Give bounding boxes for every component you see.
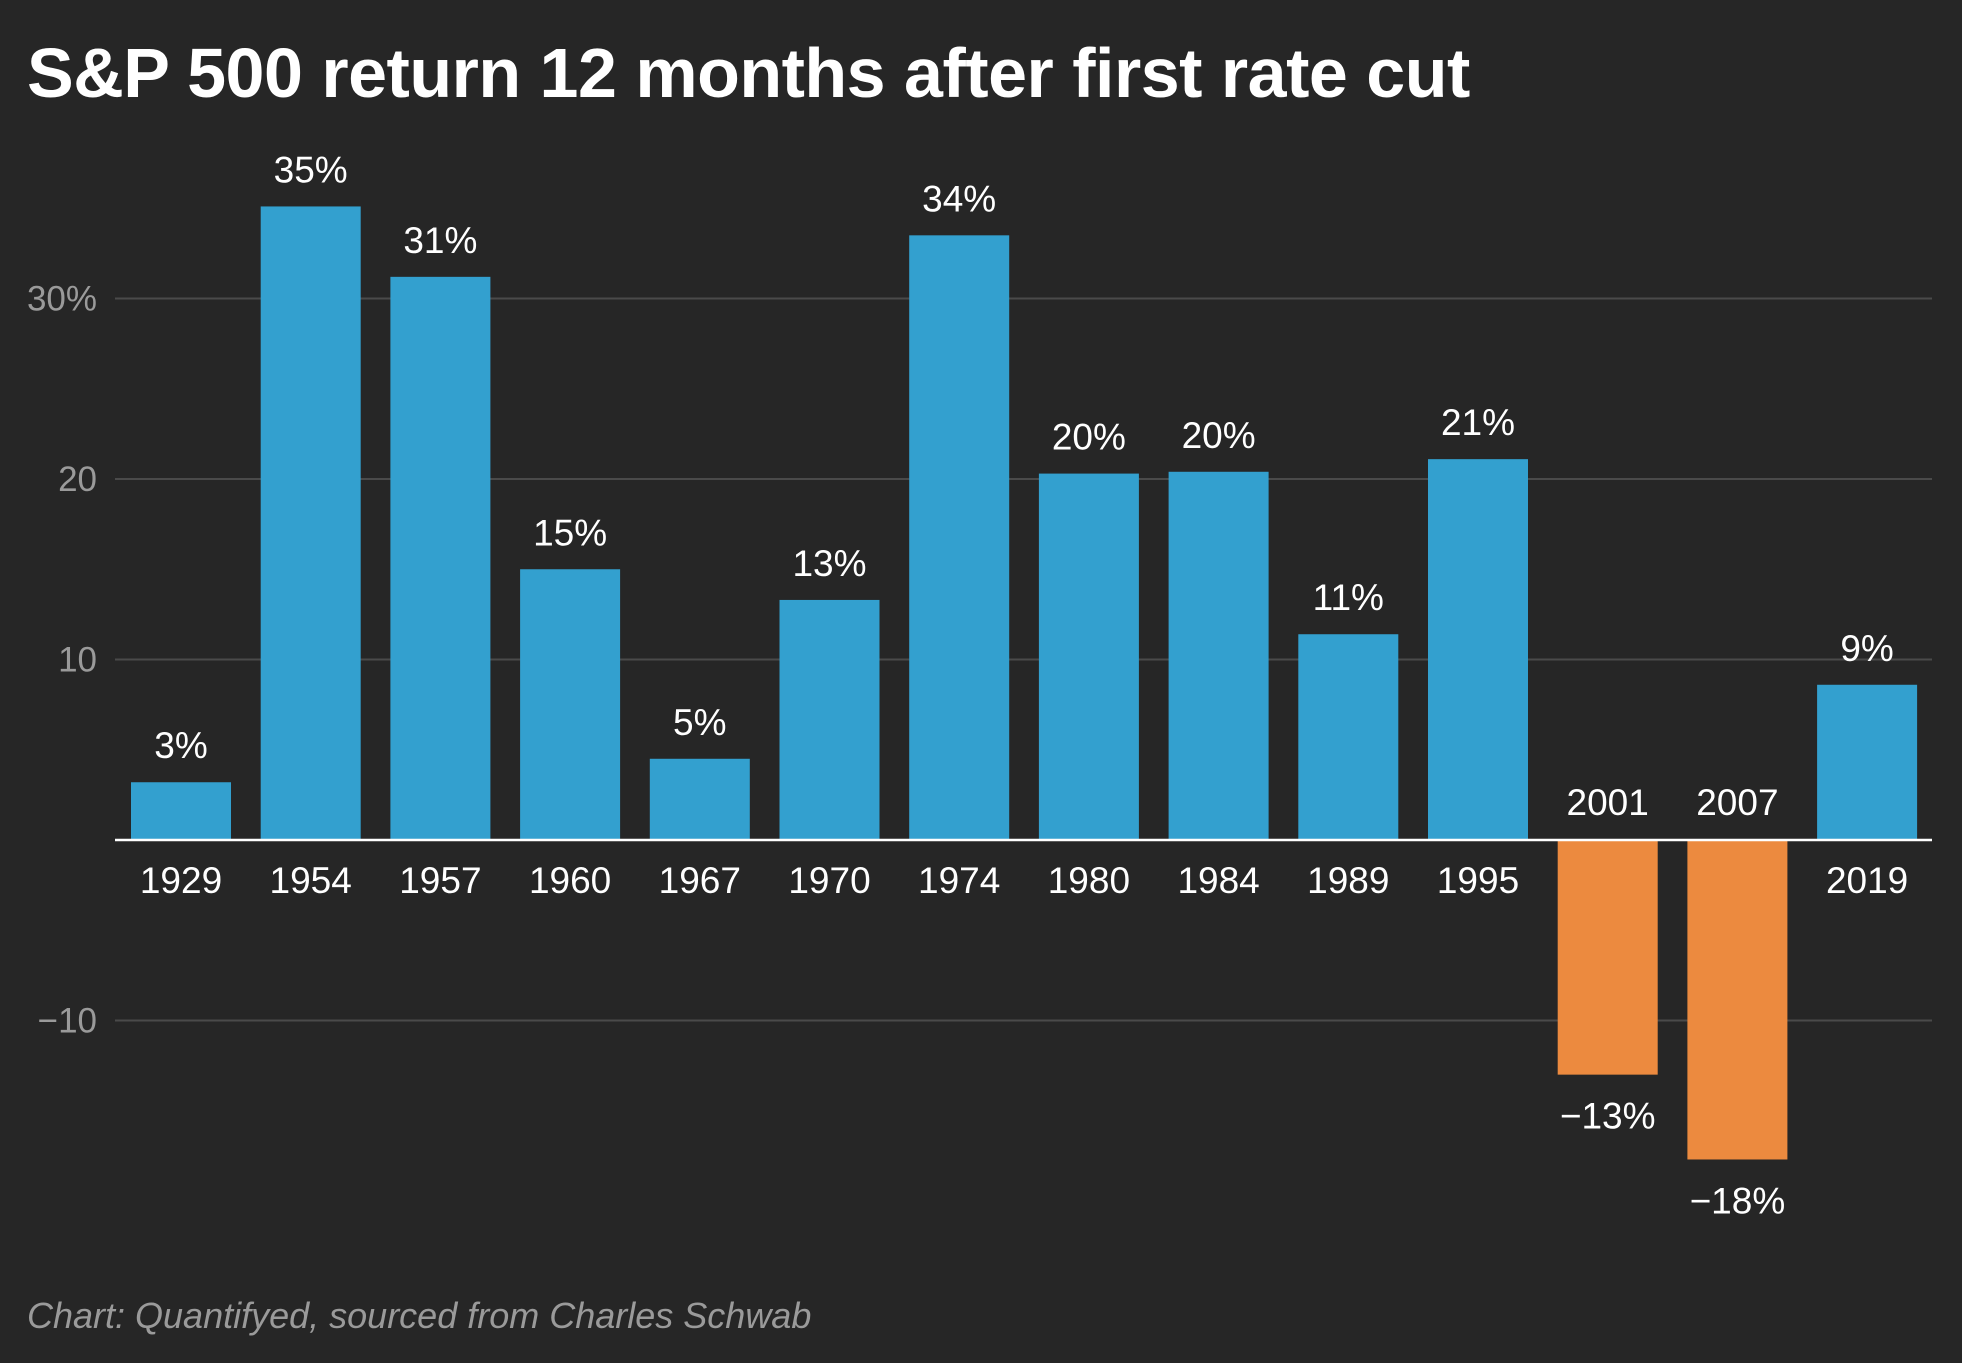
data-label: 11% — [1313, 577, 1384, 618]
y-tick-label: 30% — [27, 280, 97, 319]
x-tick-label: 1974 — [918, 860, 1000, 901]
data-label: 34% — [922, 178, 996, 219]
bar — [779, 599, 880, 840]
bar — [1687, 840, 1788, 1160]
bar — [131, 782, 231, 840]
x-tick-label: 2019 — [1826, 860, 1908, 901]
bar — [1557, 840, 1658, 1075]
bar — [390, 276, 491, 841]
data-label: 20% — [1182, 415, 1256, 456]
data-label: −13% — [1560, 1096, 1656, 1137]
x-tick-label: 1960 — [529, 860, 611, 901]
x-tick-label: 1980 — [1048, 860, 1130, 901]
data-label: 15% — [533, 512, 607, 553]
x-axis-ticks: 1929 1954 1957 1960 1967 1970 1974 1980 1984 1989… — [140, 782, 1908, 901]
chart-title: S&P 500 return 12 months after first rat… — [27, 34, 1470, 112]
bar — [1038, 473, 1139, 840]
data-label: 5% — [673, 702, 726, 743]
data-label: 35% — [274, 149, 348, 190]
x-tick-label: 1970 — [788, 860, 870, 901]
bar — [520, 569, 621, 840]
y-tick-label: 10 — [58, 641, 97, 680]
data-label: −18% — [1690, 1180, 1786, 1221]
data-label: 31% — [403, 220, 477, 261]
y-tick-label: 20 — [58, 460, 97, 499]
data-labels: 3% 35% 31% 15% 5% 13% 34% 20% 20% 11% 21% −13% −18% 9… — [154, 149, 1894, 1221]
bar — [1298, 634, 1399, 840]
data-label: 9% — [1840, 628, 1893, 669]
x-tick-label: 1954 — [270, 860, 352, 901]
data-label: 13% — [792, 543, 866, 584]
data-label: 20% — [1052, 417, 1126, 458]
bar — [260, 206, 361, 840]
x-tick-label: 1929 — [140, 860, 222, 901]
x-tick-label: 1989 — [1307, 860, 1389, 901]
y-axis-ticks: 30% 20 10 −10 — [27, 280, 97, 1041]
bar — [1428, 459, 1528, 840]
bars — [131, 206, 1918, 1160]
x-tick-label: 1967 — [659, 860, 741, 901]
bar — [1168, 471, 1269, 840]
bar — [1817, 684, 1918, 840]
x-tick-label: 1984 — [1177, 860, 1259, 901]
x-tick-label: 1957 — [399, 860, 481, 901]
gridlines — [115, 297, 1932, 1022]
source-credit: Chart: Quantifyed, sourced from Charles … — [27, 1295, 812, 1336]
data-label: 3% — [154, 725, 207, 766]
bar — [909, 235, 1010, 840]
x-tick-label: 2007 — [1696, 782, 1778, 823]
bar — [649, 758, 750, 840]
data-label: 21% — [1441, 402, 1515, 443]
y-tick-label: −10 — [38, 1002, 97, 1041]
x-tick-label: 2001 — [1567, 782, 1649, 823]
x-tick-label: 1995 — [1437, 860, 1519, 901]
